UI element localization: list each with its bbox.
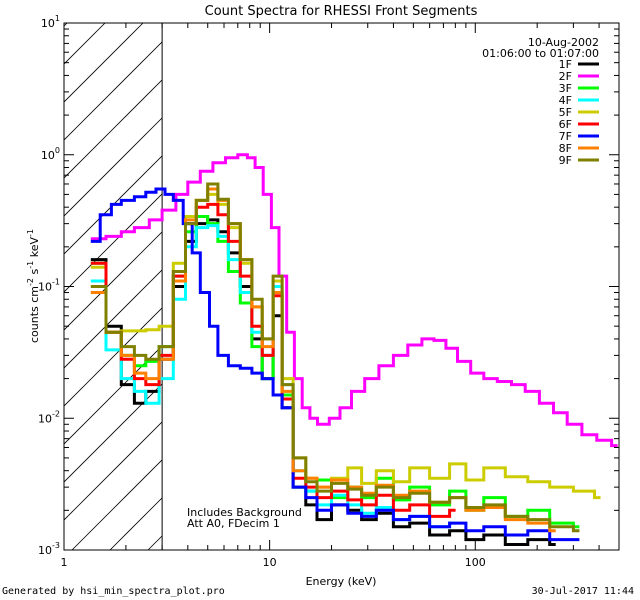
- legend-label-1F: 1F: [559, 58, 572, 71]
- y-tick-label: 101: [41, 14, 60, 30]
- hatch-line: [64, 23, 144, 103]
- annotation-attenuator: Att A0, FDecim 1: [187, 517, 280, 530]
- hatch-line: [64, 23, 182, 141]
- legend-label-4F: 4F: [559, 94, 572, 107]
- series-9F: [90, 182, 580, 533]
- legend-label-2F: 2F: [559, 70, 572, 83]
- date-label: 10-Aug-2002: [528, 36, 599, 49]
- legend-label-3F: 3F: [559, 82, 572, 95]
- axes: 1 10 100 101 100 10-1 10-2 10-3: [38, 14, 620, 569]
- footer-generated-by: Generated by hsi_min_spectra_plot.pro: [2, 586, 225, 597]
- x-tick-label: 10: [263, 556, 277, 569]
- x-tick-label: 1: [61, 556, 68, 569]
- footer-timestamp: 30-Jul-2017 11:44: [531, 586, 634, 597]
- legend-label-8F: 8F: [559, 142, 572, 155]
- chart-title: Count Spectra for RHESSI Front Segments: [205, 4, 478, 19]
- y-tick-label: 10-3: [38, 541, 60, 557]
- y-tick-label: 10-1: [38, 278, 60, 294]
- series-lines: [90, 153, 618, 546]
- hatch-mask: [162, 23, 619, 550]
- y-axis-label: counts cm-2 s-1 keV-1: [26, 229, 41, 343]
- hatch-line: [64, 23, 220, 179]
- hatched-region: [0, 0, 619, 550]
- hatch-line: [64, 23, 68, 27]
- series-7F: [90, 187, 580, 542]
- x-axis-label: Energy (keV): [306, 575, 377, 588]
- y-tick-label: 100: [41, 146, 60, 162]
- y-tick-label: 10-2: [38, 409, 60, 425]
- legend-label-5F: 5F: [559, 106, 572, 119]
- time-range-label: 01:06:00 to 01:07:00: [482, 47, 599, 60]
- hatch-line: [0, 0, 24, 550]
- annotation-background: Includes Background: [187, 506, 302, 519]
- series-2F: [90, 153, 618, 448]
- legend-label-6F: 6F: [559, 118, 572, 131]
- legend-label-7F: 7F: [559, 130, 572, 143]
- x-tick-label: 100: [465, 556, 486, 569]
- hatch-line: [64, 23, 106, 65]
- legend-label-9F: 9F: [559, 154, 572, 167]
